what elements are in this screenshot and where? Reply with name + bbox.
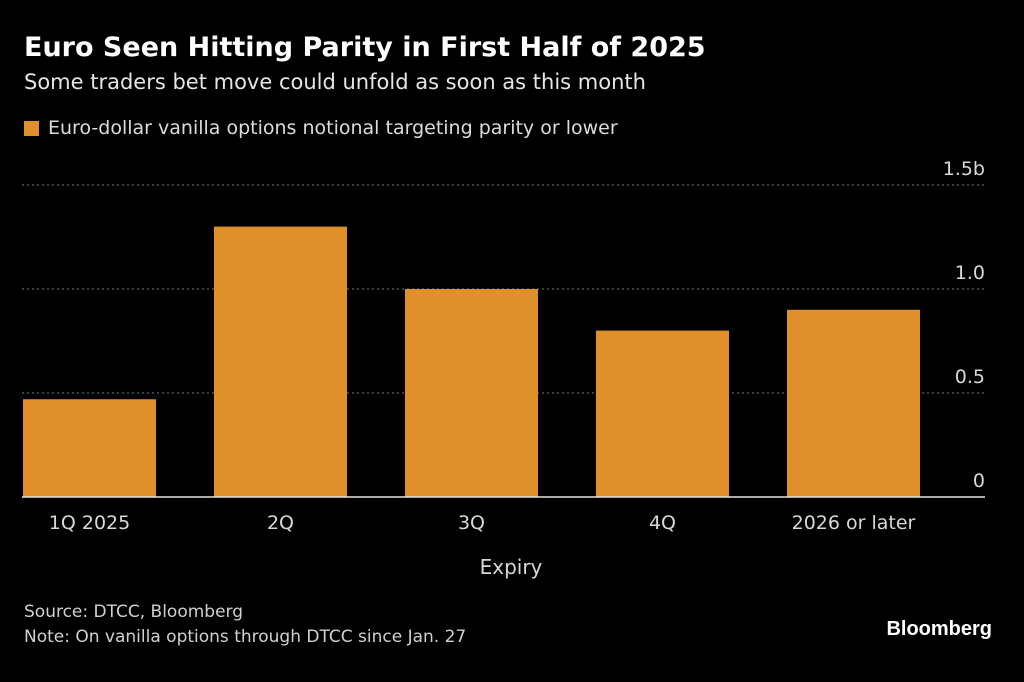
y-tick-label: 0 bbox=[973, 470, 985, 492]
legend: Euro-dollar vanilla options notional tar… bbox=[24, 117, 618, 139]
y-tick-label: 0.5 bbox=[955, 366, 985, 388]
footnote: Note: On vanilla options through DTCC si… bbox=[24, 627, 467, 647]
x-tick-label: 2026 or later bbox=[792, 512, 916, 534]
chart-subtitle: Some traders bet move could unfold as so… bbox=[24, 70, 646, 94]
x-axis-title: Expiry bbox=[480, 555, 543, 579]
source-note: Source: DTCC, Bloomberg bbox=[24, 602, 244, 622]
footer: Source: DTCC, Bloomberg Note: On vanilla… bbox=[24, 600, 466, 650]
bar bbox=[596, 330, 729, 497]
bloomberg-logo: Bloomberg bbox=[886, 618, 992, 640]
x-tick-label: 3Q bbox=[458, 512, 485, 534]
bar bbox=[787, 309, 920, 497]
bar bbox=[405, 289, 538, 497]
bar bbox=[214, 226, 347, 497]
legend-label: Euro-dollar vanilla options notional tar… bbox=[48, 117, 618, 139]
x-tick-label: 2Q bbox=[267, 512, 294, 534]
x-tick-label: 4Q bbox=[649, 512, 676, 534]
legend-swatch bbox=[24, 120, 39, 136]
bar bbox=[23, 399, 156, 497]
y-tick-label: 1.0 bbox=[955, 262, 985, 284]
y-tick-label: 1.5b bbox=[943, 158, 985, 180]
chart-title: Euro Seen Hitting Parity in First Half o… bbox=[24, 32, 706, 63]
bar-chart: 0 0.5 1.0 1.5b 1Q 2025 2Q 3Q 4Q 2026 or later Exp… bbox=[22, 158, 985, 579]
x-tick-label: 1Q 2025 bbox=[49, 512, 130, 534]
